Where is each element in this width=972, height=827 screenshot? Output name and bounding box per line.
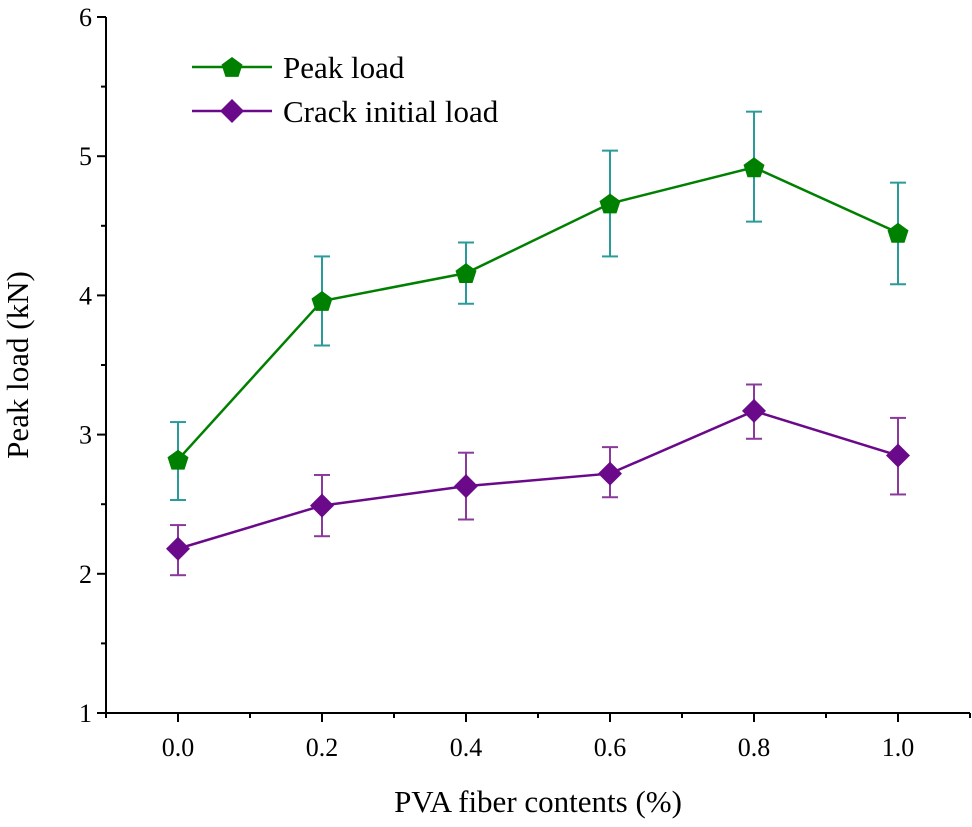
legend: Peak load Crack initial load — [192, 50, 499, 129]
x-tick-label: 0.6 — [594, 733, 627, 762]
legend-label: Peak load — [283, 50, 405, 85]
y-tick-label: 3 — [79, 421, 92, 450]
y-tick-label: 5 — [79, 142, 92, 171]
data-point — [743, 157, 765, 178]
series-line — [177, 166, 899, 461]
data-point — [454, 474, 478, 499]
x-tick-label: 0.8 — [738, 733, 771, 762]
y-tick-label: 4 — [79, 281, 92, 310]
data-point — [599, 193, 621, 214]
legend-label: Crack initial load — [283, 94, 499, 129]
data-point — [310, 493, 334, 518]
y-tick-label: 2 — [79, 560, 92, 589]
x-axis-label: PVA fiber contents (%) — [394, 784, 682, 819]
data-point — [887, 222, 909, 243]
data-point — [311, 291, 333, 311]
y-tick-label: 6 — [79, 3, 92, 32]
x-tick-label: 0.0 — [162, 733, 195, 762]
data-point — [166, 536, 190, 561]
series-line — [177, 409, 899, 550]
legend-marker-pentagon — [221, 57, 243, 77]
data-point — [886, 443, 910, 468]
data-point — [455, 263, 477, 283]
x-tick-label: 1.0 — [882, 733, 915, 762]
axes: 1 2 3 4 5 6 0.0 0.2 0.4 0.6 0.8 1.0 — [79, 3, 971, 762]
series-crack-initial-load — [166, 383, 910, 577]
data-point — [167, 449, 189, 470]
series-layer — [166, 110, 910, 577]
x-tick-label: 0.2 — [306, 733, 339, 762]
y-axis-label: Peak load (kN) — [0, 271, 35, 459]
y-tick-label: 1 — [79, 699, 92, 728]
data-point — [598, 461, 622, 486]
series-peak-load — [167, 110, 909, 502]
legend-marker-diamond — [220, 99, 244, 123]
data-point — [742, 398, 766, 423]
x-tick-label: 0.4 — [450, 733, 483, 762]
